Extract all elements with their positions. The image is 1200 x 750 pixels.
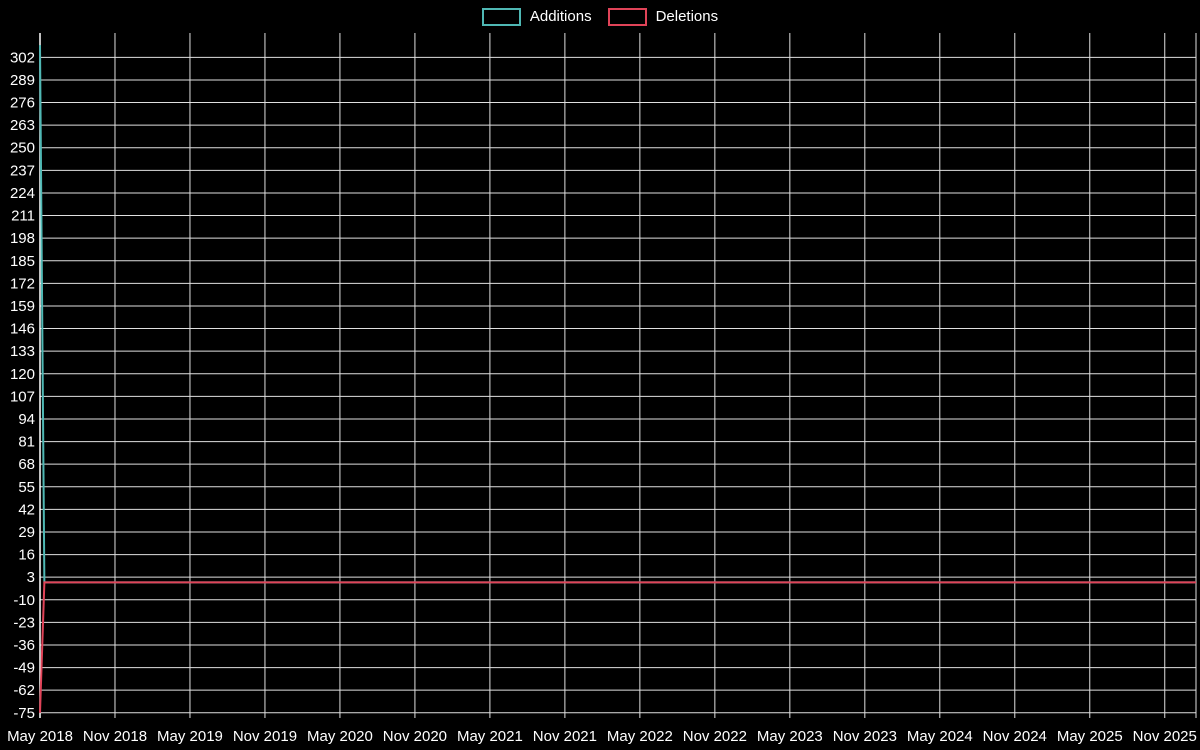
x-tick-label: May 2024 [907, 728, 973, 745]
x-tick-label: May 2021 [457, 728, 523, 745]
x-tick-label: May 2020 [307, 728, 373, 745]
y-tick-label: 42 [18, 501, 35, 518]
x-tick-label: May 2023 [757, 728, 823, 745]
deletions-swatch-icon [607, 8, 647, 26]
additions-legend-label: Additions [529, 8, 592, 25]
y-tick-label: 302 [10, 49, 35, 66]
y-tick-label: 120 [10, 366, 35, 383]
y-tick-label: 16 [18, 547, 35, 564]
y-tick-label: 107 [10, 388, 35, 405]
y-tick-label: 29 [18, 524, 35, 541]
y-tick-label: -10 [13, 592, 35, 609]
y-tick-label: 250 [10, 140, 35, 157]
x-tick-label: Nov 2020 [383, 728, 447, 745]
y-tick-label: 133 [10, 343, 35, 360]
x-tick-label: May 2019 [157, 728, 223, 745]
x-tick-label: Nov 2022 [683, 728, 747, 745]
deletions-line [39, 581, 1196, 713]
y-tick-label: 276 [10, 95, 35, 112]
deletions-legend-label: Deletions [655, 8, 719, 25]
legend-item-deletions[interactable]: Deletions [607, 7, 719, 27]
y-tick-label: 224 [10, 185, 35, 202]
y-tick-label: -62 [13, 682, 35, 699]
additions-line [39, 45, 1196, 584]
x-tick-label: Nov 2019 [233, 728, 297, 745]
x-tick-label: May 2025 [1057, 728, 1123, 745]
y-tick-label: 159 [10, 298, 35, 315]
y-tick-label: -23 [13, 614, 35, 631]
x-tick-label: Nov 2023 [833, 728, 897, 745]
y-tick-label: -36 [13, 637, 35, 654]
y-tick-label: 185 [10, 253, 35, 270]
x-tick-label: Nov 2025 [1133, 728, 1197, 745]
legend-item-additions[interactable]: Additions [481, 7, 592, 27]
y-tick-label: 146 [10, 321, 35, 338]
y-tick-label: 68 [18, 456, 35, 473]
x-tick-label: May 2022 [607, 728, 673, 745]
y-tick-label: 94 [18, 411, 35, 428]
y-tick-label: 211 [11, 208, 35, 225]
y-tick-label: 263 [10, 117, 35, 134]
y-tick-label: 237 [10, 162, 35, 179]
y-tick-label: 81 [18, 434, 35, 451]
y-tick-label: 55 [18, 479, 35, 496]
x-tick-label: Nov 2021 [533, 728, 597, 745]
additions-swatch-icon [481, 8, 521, 26]
y-tick-label: -49 [13, 660, 35, 677]
x-tick-label: Nov 2024 [983, 728, 1047, 745]
y-tick-label: 172 [10, 275, 35, 292]
chart-legend: Additions Deletions [0, 7, 1200, 27]
y-tick-label: 198 [10, 230, 35, 247]
x-tick-label: Nov 2018 [83, 728, 147, 745]
y-tick-label: 3 [27, 569, 35, 586]
y-tick-label: -75 [13, 705, 35, 722]
y-tick-label: 289 [10, 72, 35, 89]
x-tick-label: May 2018 [7, 728, 73, 745]
